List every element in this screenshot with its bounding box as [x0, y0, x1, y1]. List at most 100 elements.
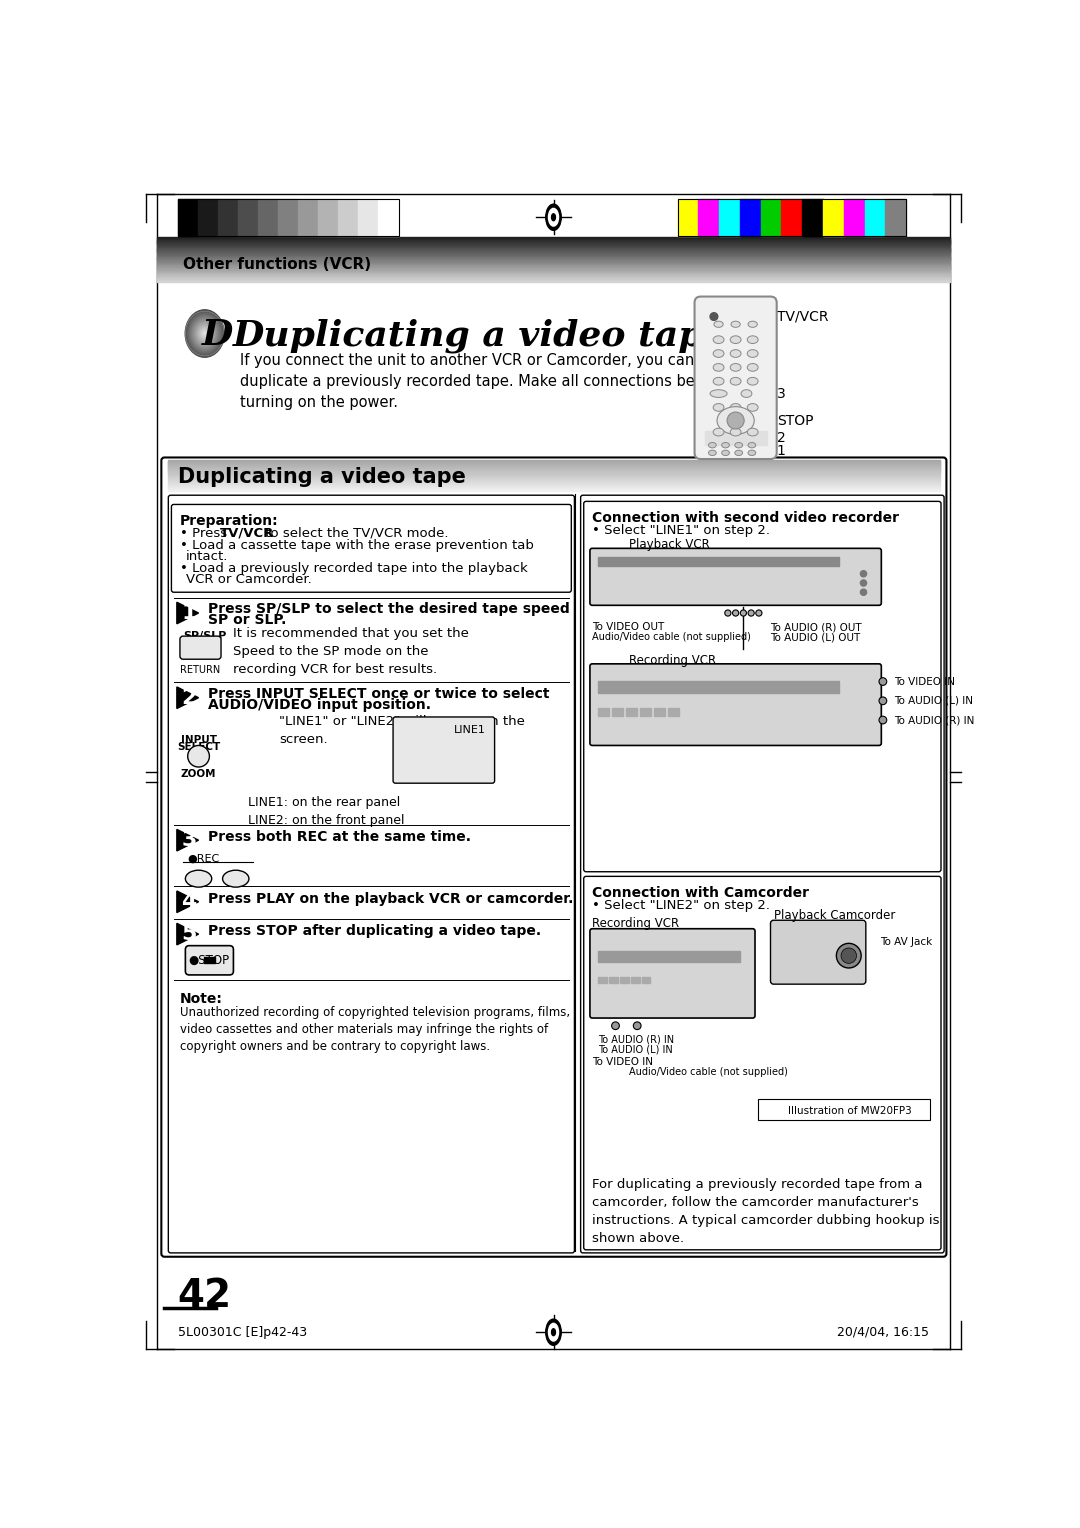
Text: TV/VCR: TV/VCR [777, 310, 828, 324]
Ellipse shape [730, 350, 741, 358]
Text: 5: 5 [181, 924, 197, 944]
Bar [319, 199, 338, 235]
Text: "LINE1" or "LINE2" will appear on the
screen.: "LINE1" or "LINE2" will appear on the sc… [279, 715, 525, 746]
Bar [823, 199, 843, 235]
Text: • Select "LINE1" on step 2.: • Select "LINE1" on step 2. [592, 524, 770, 536]
Ellipse shape [747, 377, 758, 385]
Ellipse shape [741, 390, 752, 397]
Ellipse shape [730, 377, 741, 385]
Circle shape [725, 610, 731, 616]
Polygon shape [177, 688, 199, 709]
Ellipse shape [195, 322, 214, 344]
Bar [802, 199, 823, 235]
Text: Press both REC at the same time.: Press both REC at the same time. [207, 830, 471, 843]
Text: ZOOM: ZOOM [180, 769, 216, 779]
Ellipse shape [730, 336, 741, 344]
Circle shape [879, 678, 887, 686]
Text: If you connect the unit to another VCR or Camcorder, you can
duplicate a previou: If you connect the unit to another VCR o… [240, 353, 724, 410]
Text: To AUDIO (R) OUT: To AUDIO (R) OUT [770, 622, 862, 633]
Ellipse shape [199, 327, 211, 341]
Bar [338, 199, 359, 235]
Text: To AUDIO (R) IN: To AUDIO (R) IN [894, 715, 974, 726]
Ellipse shape [747, 364, 758, 371]
Bar [843, 199, 865, 235]
Circle shape [740, 610, 746, 616]
Ellipse shape [552, 214, 555, 220]
Text: AUDIO/VIDEO input position.: AUDIO/VIDEO input position. [207, 698, 431, 712]
Text: LINE1: LINE1 [455, 726, 486, 735]
Ellipse shape [186, 310, 224, 356]
Ellipse shape [730, 364, 741, 371]
Bar [609, 978, 618, 984]
Text: 2: 2 [181, 688, 197, 707]
Bar [378, 199, 399, 235]
Bar [598, 556, 839, 565]
Text: Connection with Camcorder: Connection with Camcorder [592, 886, 809, 900]
Ellipse shape [708, 443, 716, 448]
Bar [669, 709, 679, 717]
Text: To AV Jack: To AV Jack [880, 937, 932, 947]
Text: Duplicating a video tape: Duplicating a video tape [232, 318, 727, 353]
Text: Unauthorized recording of copyrighted television programs, films,
video cassette: Unauthorized recording of copyrighted te… [180, 1005, 570, 1053]
Bar [598, 681, 839, 694]
Ellipse shape [197, 324, 213, 344]
Ellipse shape [202, 330, 207, 336]
FancyBboxPatch shape [393, 717, 495, 784]
Text: SP/SLP: SP/SLP [183, 631, 227, 642]
Ellipse shape [552, 1329, 555, 1335]
FancyBboxPatch shape [590, 549, 881, 605]
Bar [598, 978, 607, 984]
Polygon shape [177, 923, 199, 944]
Circle shape [841, 947, 856, 963]
Bar [704, 431, 767, 445]
Ellipse shape [190, 316, 219, 351]
FancyBboxPatch shape [583, 501, 941, 872]
Text: 1: 1 [181, 604, 197, 623]
Ellipse shape [189, 315, 220, 351]
Circle shape [710, 313, 718, 321]
Circle shape [879, 697, 887, 704]
Ellipse shape [545, 205, 562, 231]
Bar [760, 199, 782, 235]
Bar [740, 199, 760, 235]
Text: Playback VCR: Playback VCR [629, 538, 710, 552]
Text: 20/4/04, 16:15: 20/4/04, 16:15 [837, 1326, 930, 1339]
Ellipse shape [747, 403, 758, 411]
Text: To VIDEO IN: To VIDEO IN [894, 677, 955, 686]
Text: Audio/Video cable (not supplied): Audio/Video cable (not supplied) [592, 633, 751, 642]
Ellipse shape [222, 871, 248, 888]
Ellipse shape [189, 315, 220, 353]
Ellipse shape [197, 324, 213, 342]
Bar [782, 199, 802, 235]
FancyBboxPatch shape [180, 636, 221, 659]
Text: D: D [202, 318, 233, 351]
Text: Press PLAY on the playback VCR or camcorder.: Press PLAY on the playback VCR or camcor… [207, 892, 573, 906]
Ellipse shape [193, 319, 217, 348]
Text: To AUDIO (L) IN: To AUDIO (L) IN [894, 695, 973, 706]
Circle shape [633, 1022, 642, 1030]
Text: 3: 3 [181, 830, 197, 850]
FancyBboxPatch shape [161, 457, 946, 1256]
Bar [177, 199, 198, 235]
Ellipse shape [748, 321, 757, 327]
Text: To VIDEO OUT: To VIDEO OUT [592, 622, 664, 633]
Ellipse shape [730, 428, 741, 435]
Bar [620, 978, 629, 984]
Ellipse shape [201, 329, 208, 339]
FancyBboxPatch shape [168, 495, 575, 1253]
Polygon shape [177, 602, 199, 623]
FancyBboxPatch shape [770, 920, 866, 984]
Text: To AUDIO (R) IN: To AUDIO (R) IN [598, 1034, 675, 1045]
Bar [654, 709, 665, 717]
Bar [198, 199, 218, 235]
Text: 1: 1 [777, 443, 785, 457]
Bar [699, 199, 719, 235]
Ellipse shape [734, 451, 743, 455]
Polygon shape [177, 830, 199, 851]
Text: 42: 42 [177, 1277, 232, 1316]
Circle shape [861, 590, 866, 596]
Ellipse shape [545, 1319, 562, 1345]
Text: Press INPUT SELECT once or twice to select: Press INPUT SELECT once or twice to sele… [207, 688, 550, 701]
Ellipse shape [713, 364, 724, 371]
Ellipse shape [721, 443, 729, 448]
